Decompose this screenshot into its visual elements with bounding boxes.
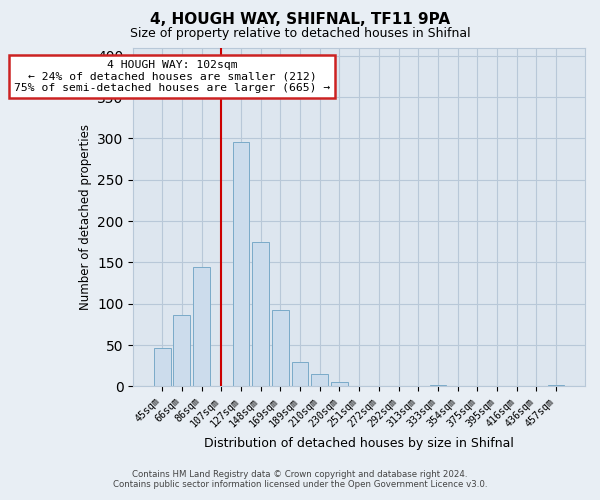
Text: Size of property relative to detached houses in Shifnal: Size of property relative to detached ho… bbox=[130, 28, 470, 40]
Bar bbox=[252, 242, 269, 386]
Bar bbox=[272, 310, 289, 386]
Text: 4, HOUGH WAY, SHIFNAL, TF11 9PA: 4, HOUGH WAY, SHIFNAL, TF11 9PA bbox=[150, 12, 450, 28]
Text: Contains HM Land Registry data © Crown copyright and database right 2024.
Contai: Contains HM Land Registry data © Crown c… bbox=[113, 470, 487, 489]
Bar bbox=[233, 142, 250, 386]
Bar bbox=[311, 374, 328, 386]
Bar bbox=[292, 362, 308, 386]
Text: 4 HOUGH WAY: 102sqm
← 24% of detached houses are smaller (212)
75% of semi-detac: 4 HOUGH WAY: 102sqm ← 24% of detached ho… bbox=[14, 60, 330, 93]
Bar bbox=[430, 385, 446, 386]
Bar bbox=[193, 268, 210, 386]
Bar bbox=[154, 348, 170, 387]
Bar bbox=[331, 382, 348, 386]
X-axis label: Distribution of detached houses by size in Shifnal: Distribution of detached houses by size … bbox=[204, 437, 514, 450]
Y-axis label: Number of detached properties: Number of detached properties bbox=[79, 124, 92, 310]
Bar bbox=[173, 316, 190, 386]
Bar bbox=[548, 385, 565, 386]
